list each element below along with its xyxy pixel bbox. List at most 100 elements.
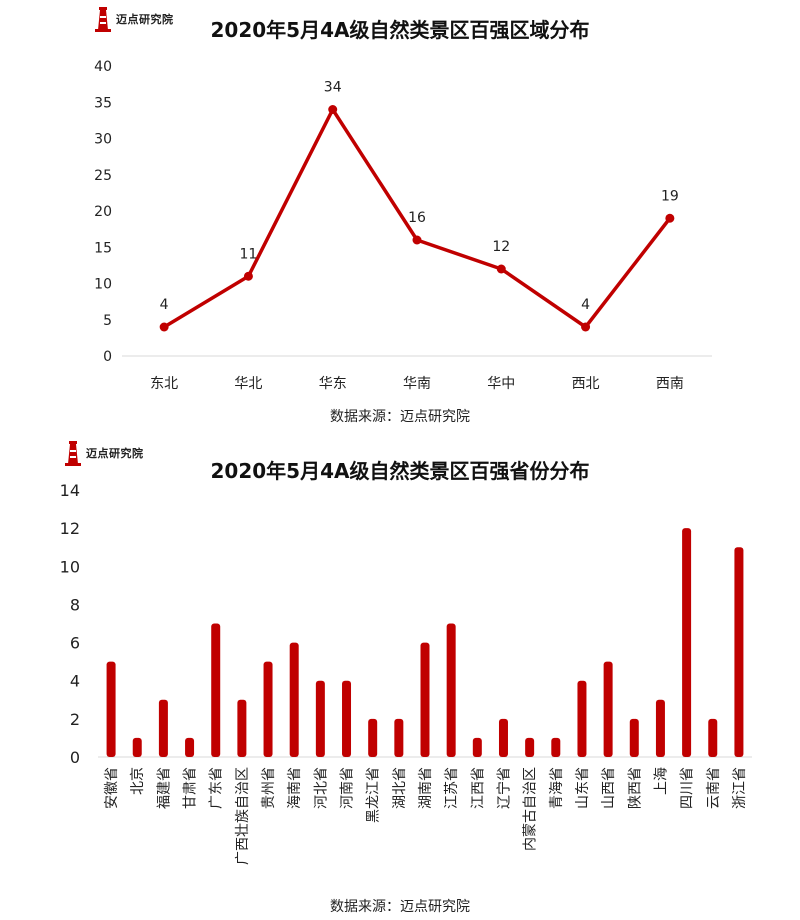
data-label: 34 xyxy=(324,80,342,96)
bar xyxy=(734,547,744,757)
x-tick-label: 湖南省 xyxy=(418,767,434,809)
bar xyxy=(106,661,116,757)
y-tick-label: 40 xyxy=(94,59,112,75)
data-point xyxy=(665,213,675,223)
y-tick-label: 14 xyxy=(60,481,80,500)
x-tick-label: 华中 xyxy=(487,376,515,392)
data-point xyxy=(159,322,169,332)
x-tick-label: 山东省 xyxy=(575,767,591,809)
y-tick-label: 20 xyxy=(94,204,112,220)
lighthouse-icon xyxy=(62,440,84,466)
x-tick-label: 江西省 xyxy=(470,767,486,809)
brand-logo-top: 迈点研究院 xyxy=(92,6,174,32)
x-tick-label: 云南省 xyxy=(706,767,722,809)
bar xyxy=(394,718,404,757)
x-tick-label: 内蒙古自治区 xyxy=(523,767,539,851)
x-tick-label: 华北 xyxy=(234,376,262,392)
x-tick-label: 西南 xyxy=(656,376,684,392)
x-tick-label: 河北省 xyxy=(313,767,329,809)
y-tick-label: 12 xyxy=(60,519,80,538)
y-tick-label: 35 xyxy=(94,95,112,111)
x-tick-label: 西北 xyxy=(572,376,600,392)
y-tick-label: 25 xyxy=(94,168,112,184)
brand-name: 迈点研究院 xyxy=(116,13,174,26)
data-point xyxy=(581,322,591,332)
x-tick-label: 广东省 xyxy=(209,767,225,809)
lighthouse-icon xyxy=(92,6,114,32)
bar xyxy=(211,623,221,757)
bar xyxy=(551,737,561,757)
x-tick-label: 四川省 xyxy=(680,767,696,809)
x-tick-label: 安徽省 xyxy=(104,767,120,809)
data-label: 4 xyxy=(160,297,169,313)
y-tick-label: 10 xyxy=(60,557,80,576)
x-tick-label: 海南省 xyxy=(287,767,303,809)
bar xyxy=(603,661,613,757)
y-tick-label: 0 xyxy=(70,748,80,767)
x-tick-label: 东北 xyxy=(150,376,178,392)
x-tick-label: 广西壮族自治区 xyxy=(235,767,251,865)
x-tick-label: 上海 xyxy=(653,767,669,795)
bar xyxy=(629,718,639,757)
bar xyxy=(525,737,535,757)
y-tick-label: 5 xyxy=(103,313,112,329)
data-label: 4 xyxy=(581,297,590,313)
data-label: 11 xyxy=(240,246,258,262)
data-label: 12 xyxy=(492,239,510,255)
bar xyxy=(289,642,299,757)
line-chart-title: 2020年5月4A级自然类景区百强区域分布 xyxy=(210,18,590,42)
data-point xyxy=(412,235,422,245)
region-line-chart: 0 5 10 15 20 25 30 35 40 东北 华北 华东 华南 华中 西北 西南 4 11 34 16 12 4… xyxy=(94,59,712,392)
x-tick-label: 辽宁省 xyxy=(495,767,512,809)
x-tick-label: 湖北省 xyxy=(392,767,408,809)
x-tick-label: 甘肃省 xyxy=(183,767,199,809)
bar xyxy=(472,737,482,757)
x-tick-label: 山西省 xyxy=(601,767,617,809)
bar xyxy=(263,661,273,757)
bar xyxy=(420,642,430,757)
y-tick-label: 0 xyxy=(103,349,112,365)
bar xyxy=(237,699,247,757)
brand-name: 迈点研究院 xyxy=(86,447,144,460)
x-tick-label: 贵州省 xyxy=(261,767,277,809)
brand-logo-bottom: 迈点研究院 xyxy=(62,440,144,466)
bar xyxy=(158,699,168,757)
bar xyxy=(498,718,508,757)
bar xyxy=(132,737,142,757)
data-label: 16 xyxy=(408,210,426,226)
x-tick-label: 北京 xyxy=(130,767,146,795)
y-tick-label: 6 xyxy=(70,634,80,653)
bar xyxy=(185,737,195,757)
data-label: 19 xyxy=(661,188,679,204)
y-tick-label: 4 xyxy=(70,672,80,691)
x-tick-label: 江苏省 xyxy=(444,767,460,809)
x-tick-label: 福建省 xyxy=(156,767,172,809)
y-tick-label: 8 xyxy=(70,595,80,614)
bar xyxy=(682,528,692,757)
bar-chart-title: 2020年5月4A级自然类景区百强省份分布 xyxy=(210,459,590,483)
bar-chart-source: 数据来源：迈点研究院 xyxy=(330,899,470,915)
x-tick-label: 陕西省 xyxy=(627,767,643,809)
bar xyxy=(368,718,378,757)
x-tick-label: 黑龙江省 xyxy=(366,767,382,823)
y-tick-label: 2 xyxy=(70,710,80,729)
x-tick-label: 青海省 xyxy=(549,767,565,809)
data-point xyxy=(496,264,506,274)
bar xyxy=(708,718,718,757)
x-tick-label: 华南 xyxy=(403,376,431,392)
x-tick-label: 浙江省 xyxy=(732,767,748,809)
x-tick-label: 华东 xyxy=(319,376,347,392)
bar xyxy=(577,680,587,757)
x-tick-label: 河南省 xyxy=(340,767,356,809)
bar xyxy=(342,680,352,757)
bar xyxy=(655,699,665,757)
y-tick-label: 10 xyxy=(94,277,112,293)
bar xyxy=(446,623,456,757)
data-point xyxy=(328,105,338,114)
line-chart-source: 数据来源：迈点研究院 xyxy=(330,409,470,425)
y-tick-label: 30 xyxy=(94,132,112,148)
data-point xyxy=(243,271,253,281)
y-tick-label: 15 xyxy=(94,240,112,256)
bar xyxy=(315,680,325,757)
